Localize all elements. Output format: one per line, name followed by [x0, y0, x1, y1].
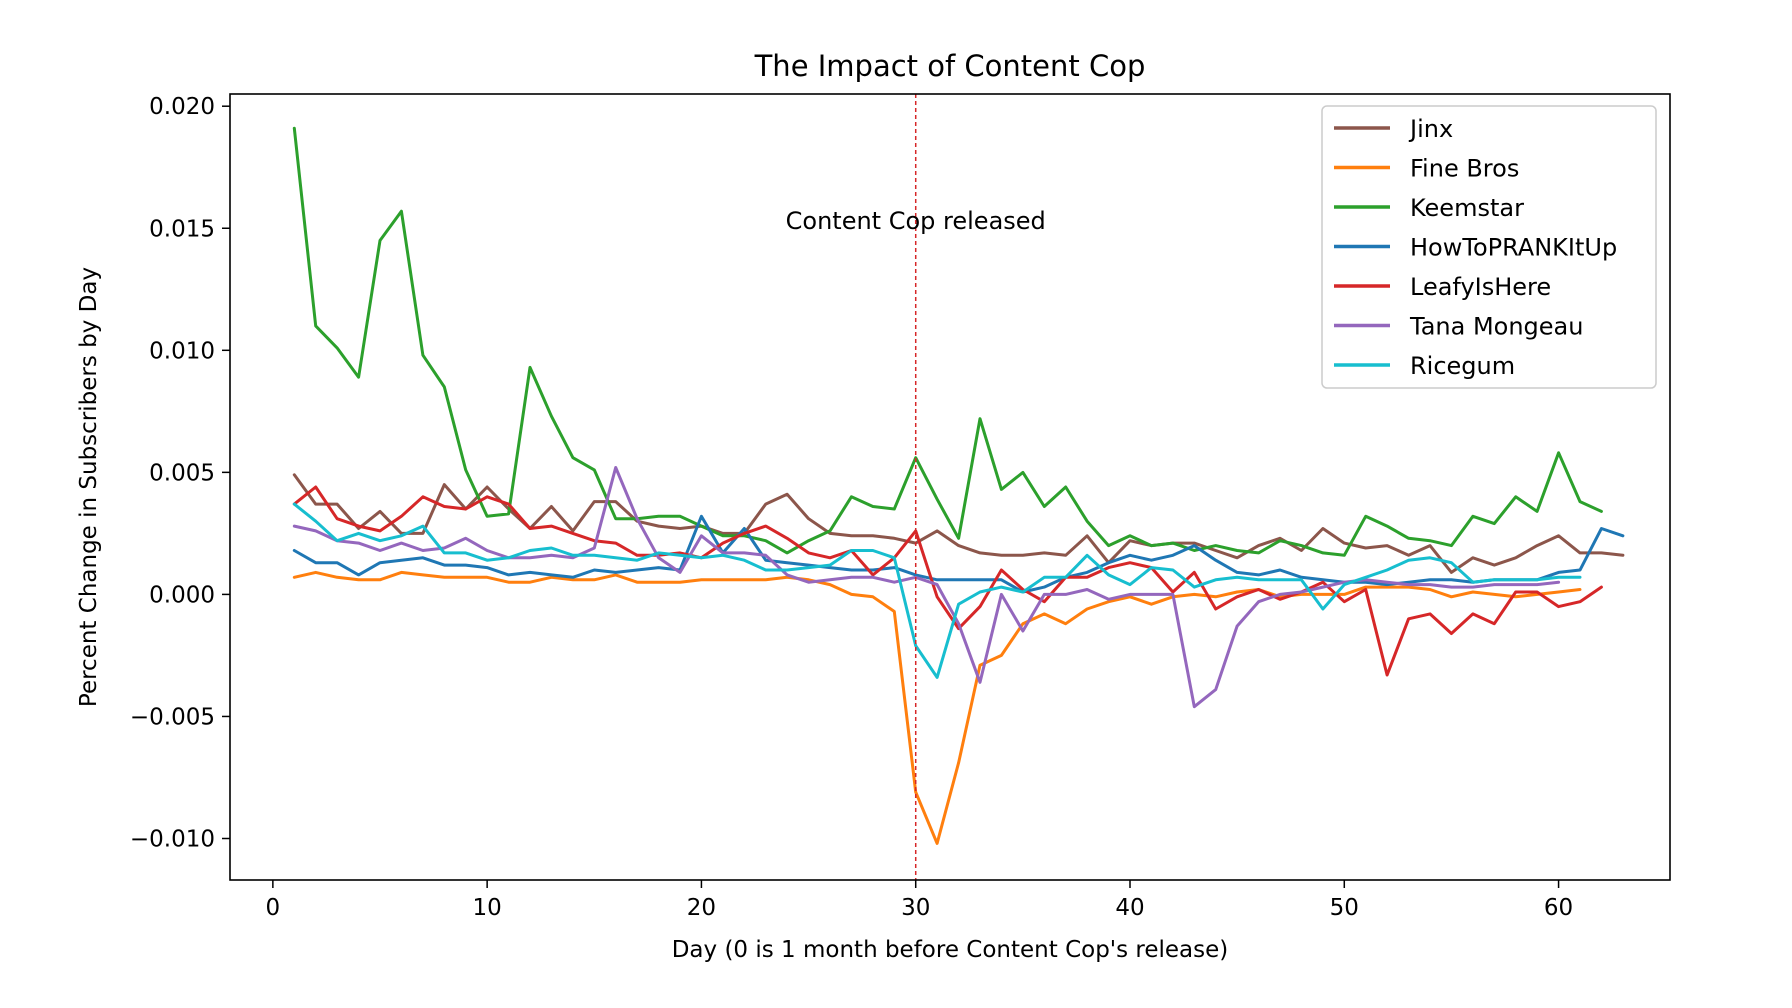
x-tick-label: 60: [1544, 895, 1573, 921]
series-line-0: [292, 473, 1625, 574]
legend-label: Fine Bros: [1410, 155, 1519, 183]
x-axis-label: Day (0 is 1 month before Content Cop's r…: [672, 937, 1229, 963]
y-tick-label: −0.010: [130, 827, 215, 853]
y-axis-label: Percent Change in Subscribers by Day: [76, 267, 102, 707]
release-annotation: Content Cop released: [786, 207, 1046, 235]
legend-label: LeafyIsHere: [1410, 273, 1551, 301]
x-tick-label: 10: [473, 895, 502, 921]
y-tick-label: 0.005: [149, 460, 215, 486]
series-line-6: [292, 502, 1582, 679]
series-line-2: [292, 126, 1603, 557]
y-tick-label: 0.020: [149, 94, 215, 120]
series-layer: [292, 126, 1625, 845]
legend: Jinx Fine Bros Keemstar HowToPRANKItUp Leafy…: [1321, 105, 1657, 389]
x-tick-label: 50: [1330, 895, 1359, 921]
chart-title: The Impact of Content Cop: [754, 49, 1146, 83]
y-tick-label: 0.015: [149, 216, 215, 242]
x-tick-label: 40: [1115, 895, 1144, 921]
legend-label: HowToPRANKItUp: [1410, 234, 1617, 262]
y-axis: −0.010 −0.005 0.000 0.005 0.010 0.015 0.020: [130, 94, 230, 853]
legend-label: Ricegum: [1410, 352, 1515, 380]
y-tick-label: 0.000: [149, 582, 215, 608]
legend-box: [1321, 105, 1657, 389]
x-tick-label: 0: [266, 895, 281, 921]
legend-label: Tana Mongeau: [1409, 313, 1583, 341]
x-tick-label: 30: [901, 895, 930, 921]
y-tick-label: −0.005: [130, 704, 215, 730]
legend-label: Jinx: [1408, 115, 1453, 143]
x-axis: 0 10 20 30 40 50 60: [266, 880, 1573, 921]
legend-label: Keemstar: [1410, 194, 1524, 222]
y-tick-label: 0.010: [149, 338, 215, 364]
series-line-1: [292, 570, 1582, 845]
series-line-4: [292, 485, 1603, 677]
plot-frame: [229, 93, 1671, 881]
x-tick-label: 20: [687, 895, 716, 921]
